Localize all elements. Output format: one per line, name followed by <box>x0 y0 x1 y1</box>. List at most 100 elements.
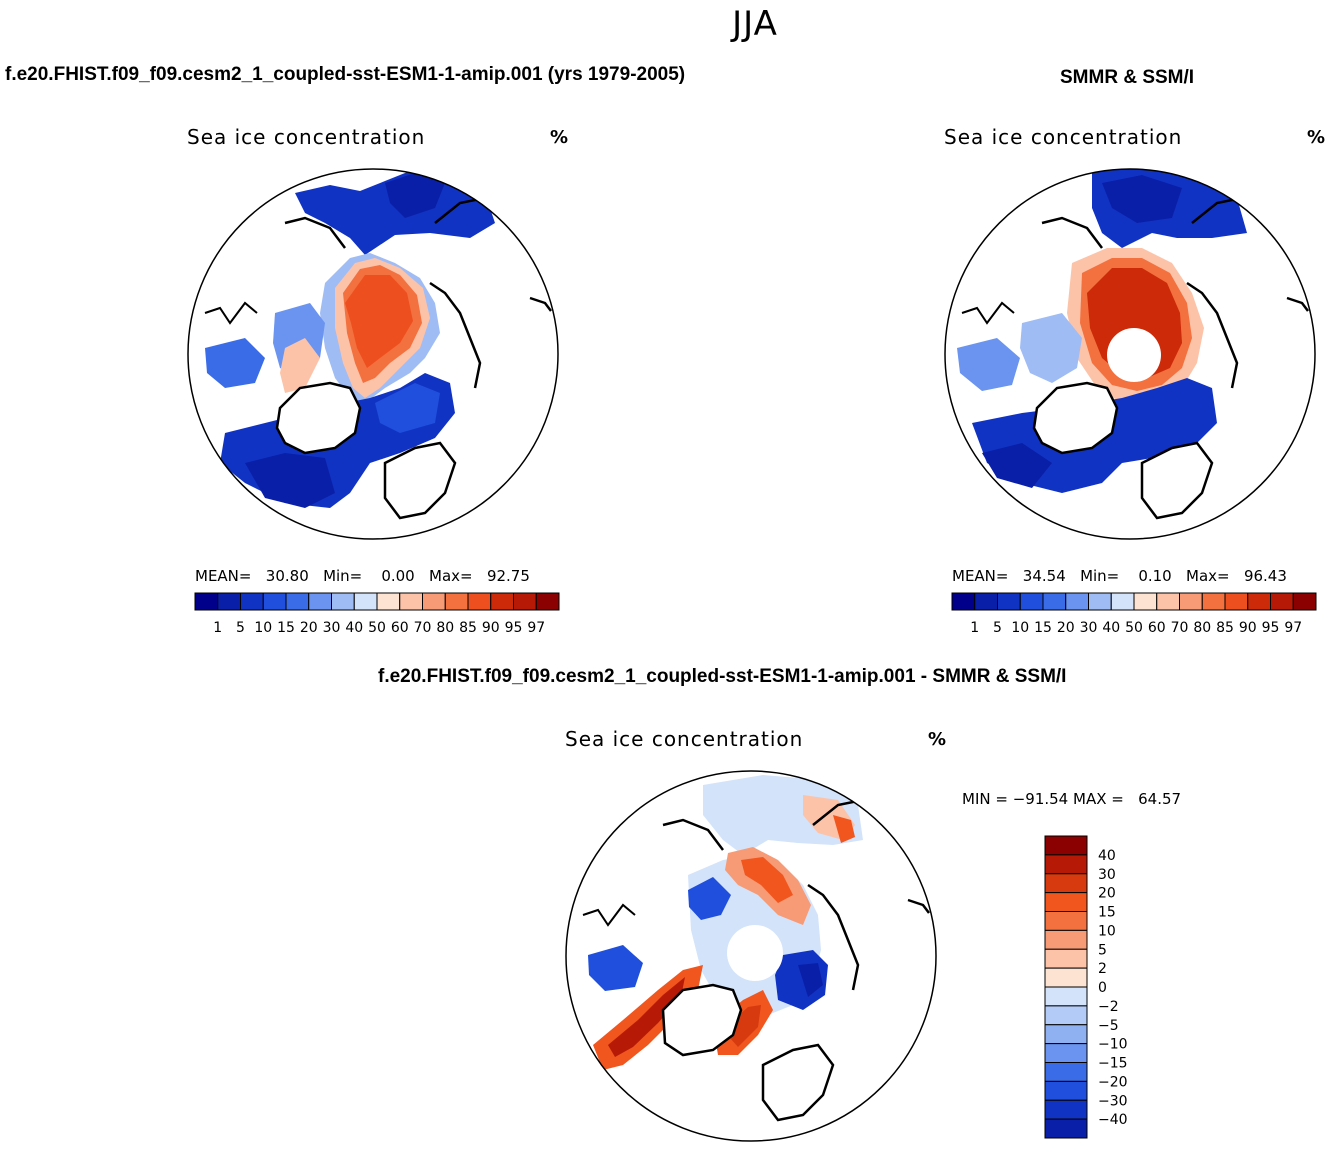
diff-stats: MIN = −91.54 MAX = 64.57 <box>962 790 1181 808</box>
obs-colorbar-tick-label: 85 <box>1216 620 1234 636</box>
diff-colorbar-bin <box>1044 948 1088 969</box>
obs-min-value: 0.10 <box>1138 567 1172 585</box>
diff-colorbar-tick-label: −20 <box>1098 1074 1128 1090</box>
diff-colorbar-tick-label: −10 <box>1098 1037 1128 1053</box>
diff-colorbar-bin <box>1044 1024 1088 1045</box>
obs-colorbar-bin <box>1088 592 1112 611</box>
obs-colorbar-tick-label: 1 <box>970 620 979 636</box>
diff-colorbar-tick-label: 40 <box>1098 848 1116 864</box>
obs-colorbar-tick-label: 80 <box>1193 620 1211 636</box>
model-colorbar-bin <box>399 592 423 611</box>
diff-colorbar-tick-label: −2 <box>1098 999 1119 1015</box>
obs-colorbar-bin <box>1224 592 1249 611</box>
model-colorbar-tick-label: 80 <box>436 620 454 636</box>
model-min-value: 0.00 <box>381 567 415 585</box>
obs-colorbar-bin <box>1156 592 1180 611</box>
diff-colorbar-tick-label: −15 <box>1098 1056 1128 1072</box>
model-colorbar-bin <box>194 592 219 611</box>
obs-colorbar-bin <box>1065 592 1089 611</box>
model-colorbar-tick-label: 10 <box>254 620 272 636</box>
obs-colorbar-bin <box>997 592 1021 611</box>
diff-colorbar-bin <box>1044 873 1088 894</box>
obs-colorbar-bin <box>1201 592 1226 611</box>
model-colorbar-bin <box>331 592 355 611</box>
model-panel-title: f.e20.FHIST.f09_f09.cesm2_1_coupled-sst-… <box>5 64 686 85</box>
model-colorbar-bin <box>422 592 446 611</box>
obs-stats: MEAN= 34.54 Min= 0.10 Max= 96.43 <box>952 567 1287 585</box>
model-colorbar-tick-label: 1 <box>213 620 222 636</box>
diff-colorbar-tick-label: 15 <box>1098 905 1116 921</box>
diff-colorbar-bin <box>1044 967 1088 988</box>
model-colorbar-tick-label: 5 <box>236 620 245 636</box>
model-variable-label: Sea ice concentration <box>187 125 426 149</box>
obs-colorbar-tick-label: 95 <box>1262 620 1280 636</box>
model-colorbar-bin <box>535 592 560 611</box>
model-colorbar-bin <box>240 592 264 611</box>
model-colorbar-bin <box>513 592 537 611</box>
model-stats: MEAN= 30.80 Min= 0.00 Max= 92.75 <box>195 567 530 585</box>
obs-colorbar-tick-label: 5 <box>993 620 1002 636</box>
obs-colorbar-tick-label: 70 <box>1171 620 1189 636</box>
diff-colorbar-bin <box>1044 892 1088 912</box>
diff-max-label: MAX = <box>1073 790 1129 808</box>
obs-colorbar-bin <box>1270 592 1294 611</box>
model-colorbar-tick-label: 85 <box>459 620 477 636</box>
model-colorbar-tick-label: 95 <box>505 620 523 636</box>
model-colorbar-tick-label: 60 <box>391 620 409 636</box>
diff-colorbar-bin <box>1044 911 1088 931</box>
diff-colorbar-bin <box>1044 986 1088 1007</box>
model-colorbar-bin <box>217 592 241 611</box>
diff-colorbar-tick-label: 20 <box>1098 886 1116 902</box>
model-units: % <box>550 127 569 148</box>
diff-colorbar-tick-label: 30 <box>1098 867 1116 883</box>
model-colorbar-bin <box>467 592 492 611</box>
obs-colorbar-bin <box>1133 592 1158 611</box>
diff-colorbar-bin <box>1044 1005 1088 1026</box>
diff-colorbar-bin <box>1044 1099 1088 1120</box>
diff-panel-title: f.e20.FHIST.f09_f09.cesm2_1_coupled-sst-… <box>378 666 1067 687</box>
model-mean-label: MEAN= <box>195 567 252 585</box>
obs-colorbar-bin <box>1247 592 1271 611</box>
model-min-label: Min= <box>323 567 363 585</box>
obs-colorbar-bin <box>1292 592 1317 611</box>
obs-colorbar-tick-label: 50 <box>1125 620 1143 636</box>
model-colorbar-tick-label: 40 <box>345 620 363 636</box>
obs-polar-map <box>944 168 1316 540</box>
obs-min-label: Min= <box>1080 567 1120 585</box>
model-colorbar-bin <box>353 592 378 611</box>
model-colorbar-tick-label: 30 <box>323 620 341 636</box>
model-max-value: 92.75 <box>486 567 530 585</box>
model-colorbar-bin <box>444 592 469 611</box>
obs-colorbar-bin <box>1042 592 1067 611</box>
model-colorbar-tick-label: 90 <box>482 620 500 636</box>
model-colorbar-tick-label: 20 <box>300 620 318 636</box>
diff-colorbar-bin <box>1044 929 1088 950</box>
diff-colorbar-tick-label: 10 <box>1098 923 1116 939</box>
model-polar-map <box>187 168 559 540</box>
obs-panel-title: SMMR & SSM/I <box>1060 67 1195 88</box>
diff-colorbar-tick-label: −40 <box>1098 1112 1128 1128</box>
obs-colorbar-bin <box>1110 592 1135 611</box>
obs-colorbar-tick-label: 15 <box>1034 620 1052 636</box>
model-colorbar-bin <box>376 592 401 611</box>
model-colorbar-bin <box>285 592 310 611</box>
obs-colorbar-bin <box>974 592 998 611</box>
diff-colorbar-bin <box>1044 1118 1088 1139</box>
diff-colorbar-bin <box>1044 1062 1088 1082</box>
season-title: JJA <box>732 4 778 44</box>
diff-colorbar-tick-label: 5 <box>1098 942 1107 958</box>
model-colorbar: 1 5 10 15 20 30 40 50 60 70 80 85 90 95 97 <box>194 592 560 636</box>
diff-colorbar-tick-label: −30 <box>1098 1093 1128 1109</box>
model-colorbar-tick-label: 50 <box>368 620 386 636</box>
obs-colorbar-tick-label: 60 <box>1148 620 1166 636</box>
diff-variable-label: Sea ice concentration <box>565 727 804 751</box>
diff-colorbar-bin <box>1044 854 1088 875</box>
diff-max-value: 64.57 <box>1138 790 1182 808</box>
diff-polar-map <box>565 770 937 1142</box>
model-mean-value: 30.80 <box>265 567 309 585</box>
diff-colorbar-bin <box>1044 835 1088 856</box>
diff-min-label: MIN = <box>962 790 1013 808</box>
obs-colorbar: 1 5 10 15 20 30 40 50 60 70 80 85 90 95 97 <box>951 592 1317 636</box>
obs-units: % <box>1307 127 1326 148</box>
